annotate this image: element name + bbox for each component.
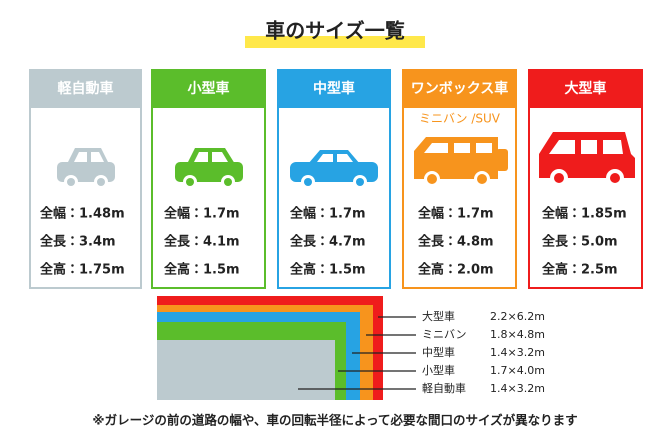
car-icon (57, 148, 115, 189)
car-icon (175, 148, 243, 189)
spec: 全幅：1.7m (164, 206, 240, 222)
spec: 全長：5.0m (542, 234, 618, 250)
spec: 全長：4.7m (290, 234, 366, 250)
card-title: 中型車 (313, 80, 355, 97)
card: 軽自動車 全幅：1.48m 全長：3.4m 全高：1.75m (29, 69, 142, 289)
size-diagram: 大型車 2.2×6.2m ミニバン 1.8×4.8m 中型車 1.4×3.2m … (157, 296, 545, 400)
title-highlight (245, 36, 425, 48)
spec: 全高：1.75m (40, 262, 125, 278)
spec: 全高：1.5m (164, 262, 240, 278)
legend-name: ミニバン (422, 328, 467, 341)
card-title: ワンボックス車 (411, 80, 509, 97)
spec: 全高：1.5m (290, 262, 366, 278)
car-icon (539, 132, 635, 187)
spec: 全幅：1.7m (290, 206, 366, 222)
spec: 全長：4.8m (418, 234, 494, 250)
spec: 全幅：1.7m (418, 206, 494, 222)
legend-name: 小型車 (422, 363, 455, 377)
card: 大型車 全幅：1.85m 全長：5.0m 全高：2.5m (528, 69, 643, 289)
legend-size: 1.8×4.8m (490, 328, 545, 341)
card-title: 小型車 (188, 80, 230, 97)
legend-size: 1.4×3.2m (490, 346, 545, 359)
legend-name: 中型車 (422, 345, 455, 359)
card-title: 大型車 (565, 80, 607, 97)
spec: 全長：4.1m (164, 234, 240, 250)
legend-size: 2.2×6.2m (490, 310, 545, 323)
spec: 全長：3.4m (40, 234, 116, 250)
spec: 全高：2.0m (418, 262, 494, 278)
card: 小型車 全幅：1.7m 全長：4.1m 全高：1.5m (151, 69, 266, 289)
legend-name: 軽自動車 (422, 381, 466, 395)
spec: 全高：2.5m (542, 262, 618, 278)
car-icon (290, 150, 378, 189)
spec: 全幅：1.48m (40, 206, 125, 222)
spec: 全幅：1.85m (542, 206, 627, 222)
note: ※ガレージの前の道路の幅や、車の回転半径によって必要な間口のサイズが異なります (92, 413, 577, 428)
legend-size: 1.7×4.0m (490, 364, 545, 377)
title: 車のサイズ一覧 (265, 19, 404, 43)
legend-size: 1.4×3.2m (490, 382, 545, 395)
car-icon (414, 137, 508, 187)
card-subtitle: ミニバン /SUV (419, 112, 501, 126)
card: 中型車 全幅：1.7m 全長：4.7m 全高：1.5m (277, 69, 391, 289)
legend-name: 大型車 (422, 309, 455, 323)
card-title: 軽自動車 (58, 80, 114, 97)
card: ワンボックス車 ミニバン /SUV 全幅：1.7m 全長：4.8m 全高：2.0… (402, 69, 517, 289)
